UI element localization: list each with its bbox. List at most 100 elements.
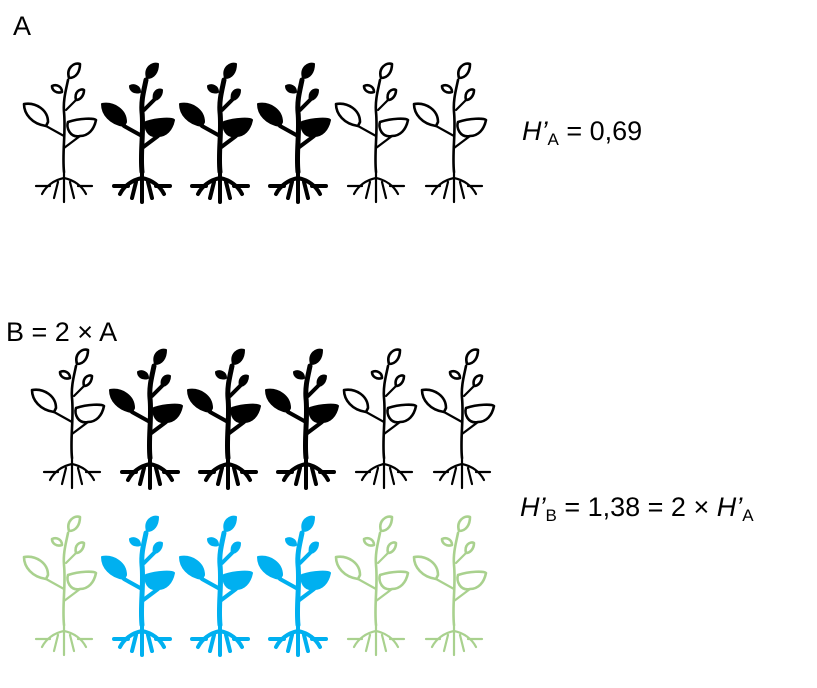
top-leaf xyxy=(465,348,480,366)
plant-icon-solid xyxy=(179,515,253,657)
top-leaf xyxy=(75,348,90,366)
plant-icon-outline xyxy=(30,348,106,490)
plant-icon-outline xyxy=(334,62,410,204)
upper-right-leaf xyxy=(464,88,476,102)
h-prime-value: = 0,69 xyxy=(558,116,643,146)
upper-left-leaf xyxy=(207,84,219,94)
right-leaf xyxy=(378,117,410,138)
plant-row-graphic xyxy=(30,348,496,490)
plant-icon-outline xyxy=(342,348,418,490)
left-leaf xyxy=(22,102,50,128)
top-leaf xyxy=(387,348,402,366)
h-prime-subscript-ref: A xyxy=(742,506,754,525)
upper-left-leaf xyxy=(285,537,297,547)
panel-a-diversity-formula: H’A = 0,69 xyxy=(522,116,643,149)
right-leaf xyxy=(386,403,418,424)
upper-right-leaf xyxy=(464,541,476,555)
upper-right-leaf xyxy=(74,541,86,555)
upper-right-leaf xyxy=(308,88,319,101)
top-leaf xyxy=(67,515,82,533)
left-leaf xyxy=(101,102,127,127)
upper-left-leaf xyxy=(207,537,219,547)
h-prime-symbol: H’ xyxy=(522,116,548,146)
right-leaf xyxy=(144,570,175,591)
left-leaf xyxy=(187,388,213,413)
right-leaf xyxy=(378,570,410,591)
left-leaf xyxy=(412,555,440,581)
upper-right-leaf xyxy=(82,374,94,388)
upper-right-leaf xyxy=(160,374,171,387)
left-leaf xyxy=(30,388,58,414)
plant-icon-outline xyxy=(412,515,488,657)
upper-right-leaf xyxy=(152,541,163,554)
right-leaf xyxy=(456,117,488,138)
top-leaf xyxy=(457,515,472,533)
top-leaf xyxy=(153,348,167,365)
upper-left-leaf xyxy=(440,83,454,94)
upper-left-leaf xyxy=(50,536,64,547)
top-leaf xyxy=(379,62,394,80)
left-leaf xyxy=(101,555,127,580)
panel-a-label: A xyxy=(13,11,32,41)
right-leaf xyxy=(152,403,183,424)
upper-left-leaf xyxy=(285,84,297,94)
h-prime-value: = 1,38 = 2 × xyxy=(556,492,717,522)
right-leaf xyxy=(222,570,253,591)
h-prime-symbol: H’ xyxy=(520,492,546,522)
left-leaf xyxy=(334,555,362,581)
h-prime-subscript: B xyxy=(545,506,557,525)
plant-icon-solid xyxy=(257,515,331,657)
plant-row-graphic xyxy=(22,62,488,204)
h-prime-subscript: A xyxy=(547,130,559,149)
h-prime-symbol-ref: H’ xyxy=(716,492,743,522)
upper-left-leaf xyxy=(137,370,149,380)
plant-icon-solid xyxy=(257,62,331,204)
right-leaf xyxy=(300,570,331,591)
right-leaf xyxy=(66,117,98,138)
left-leaf xyxy=(22,555,50,581)
upper-left-leaf xyxy=(129,84,141,94)
plant-icon-solid xyxy=(101,515,175,657)
top-leaf xyxy=(309,348,323,365)
upper-left-leaf xyxy=(362,536,376,547)
plant-icon-solid xyxy=(179,62,253,204)
plant-icon-outline xyxy=(22,62,98,204)
right-leaf xyxy=(456,570,488,591)
upper-left-leaf xyxy=(440,536,454,547)
upper-left-leaf xyxy=(362,83,376,94)
upper-left-leaf xyxy=(50,83,64,94)
upper-right-leaf xyxy=(308,541,319,554)
right-leaf xyxy=(464,403,496,424)
top-leaf xyxy=(145,62,159,79)
right-leaf xyxy=(74,403,106,424)
upper-right-leaf xyxy=(316,374,327,387)
plant-icon-solid xyxy=(265,348,339,490)
top-leaf xyxy=(67,62,82,80)
left-leaf xyxy=(265,388,291,413)
plant-icon-outline xyxy=(334,515,410,657)
top-leaf xyxy=(379,515,394,533)
upper-right-leaf xyxy=(230,88,241,101)
left-leaf xyxy=(334,102,362,128)
right-leaf xyxy=(66,570,98,591)
right-leaf xyxy=(144,117,175,138)
right-leaf xyxy=(300,117,331,138)
upper-left-leaf xyxy=(58,369,72,380)
panel-b-label: B = 2 × A xyxy=(6,317,118,347)
right-leaf xyxy=(230,403,261,424)
plant-icon-solid xyxy=(101,62,175,204)
upper-right-leaf xyxy=(152,88,163,101)
right-leaf xyxy=(308,403,339,424)
top-leaf xyxy=(231,348,245,365)
upper-right-leaf xyxy=(230,541,241,554)
upper-left-leaf xyxy=(215,370,227,380)
top-leaf xyxy=(223,515,237,532)
upper-right-leaf xyxy=(386,88,398,102)
plant-icon-outline xyxy=(22,515,98,657)
panel-b-row-2 xyxy=(22,515,490,665)
top-leaf xyxy=(301,515,315,532)
panel-a-row-1 xyxy=(22,62,490,212)
plant-icon-solid xyxy=(109,348,183,490)
panel-b-row-1 xyxy=(30,348,498,498)
upper-left-leaf xyxy=(129,537,141,547)
